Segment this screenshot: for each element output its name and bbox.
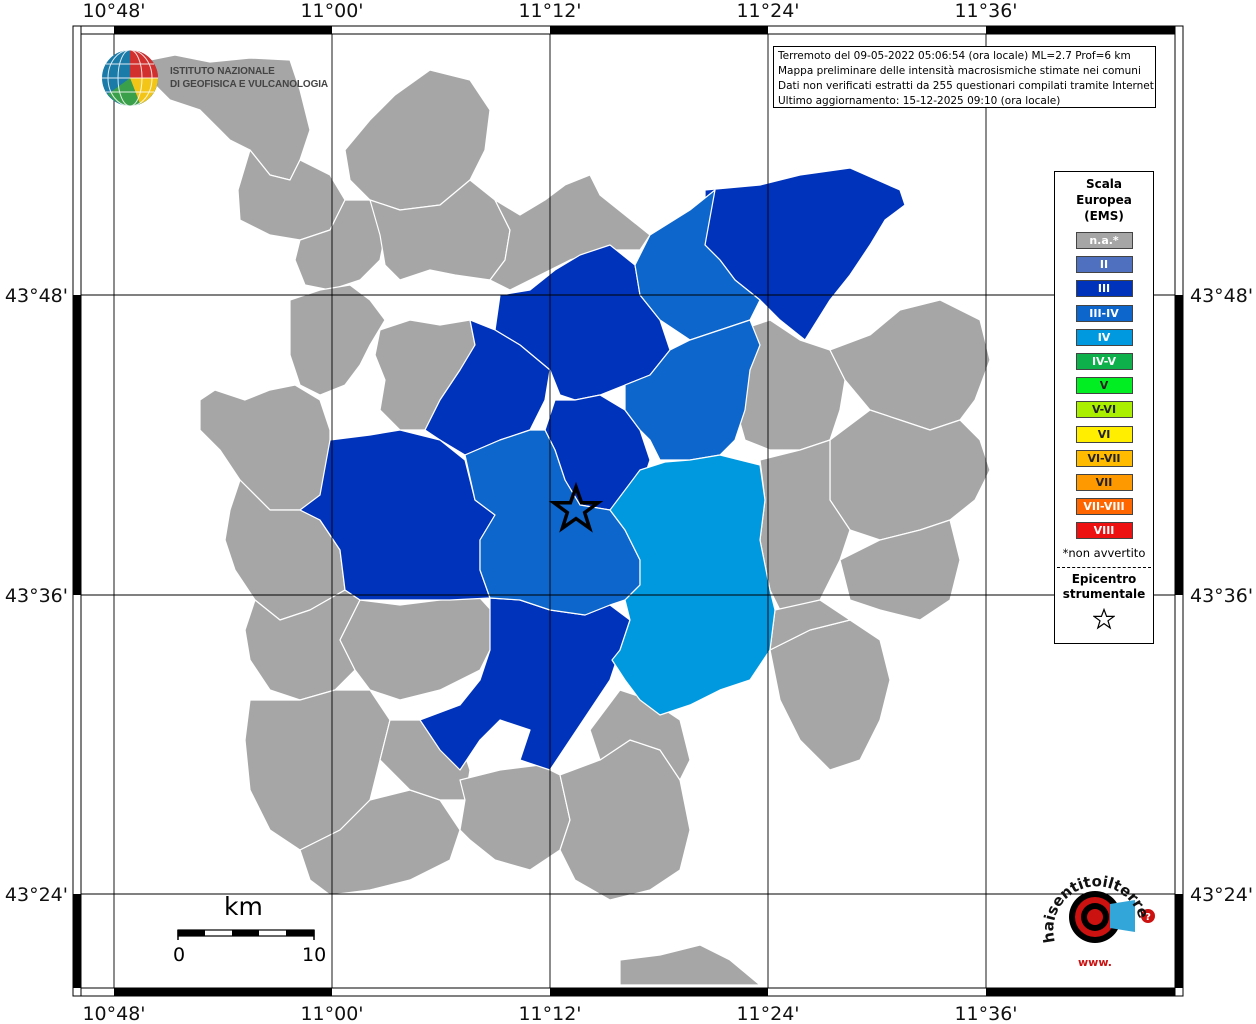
municipality bbox=[829, 409, 991, 541]
legend-item-iv-v: IV-V bbox=[1075, 352, 1133, 370]
lat-tick-left: 43°24' bbox=[5, 884, 68, 906]
scale-bar-graphic bbox=[177, 929, 315, 940]
legend-divider bbox=[1057, 567, 1151, 569]
scale-bar-end: 10 bbox=[302, 944, 327, 966]
legend-item-vi-vii: VI-VII bbox=[1075, 449, 1133, 467]
municipalities-intensity-IV bbox=[609, 454, 776, 716]
lat-tick-right: 43°36' bbox=[1190, 585, 1253, 607]
event-info-line: Ultimo aggiornamento: 15-12-2025 09:10 (… bbox=[778, 95, 1061, 107]
legend-item-v-vi: V-VI bbox=[1075, 401, 1133, 419]
municipality bbox=[619, 944, 761, 986]
municipality bbox=[289, 284, 386, 396]
lat-tick-left: 43°48' bbox=[5, 285, 68, 307]
legend-item-iii-iv: III-IV bbox=[1075, 304, 1133, 322]
lon-tick-top: 11°24' bbox=[736, 0, 799, 22]
legend-title-line: (EMS) bbox=[1084, 209, 1124, 223]
svg-text:?: ? bbox=[1145, 912, 1151, 923]
lon-tick-top: 11°00' bbox=[300, 0, 363, 22]
event-info-box: Terremoto del 09-05-2022 05:06:54 (ora l… bbox=[773, 46, 1156, 108]
badge-prefix: www. bbox=[1078, 956, 1112, 969]
municipality bbox=[459, 764, 571, 871]
question-icon bbox=[1141, 909, 1155, 923]
ingv-logo: ISTITUTO NAZIONALE DI GEOFISICA E VULCAN… bbox=[100, 48, 330, 110]
legend-title: Scala Europea (EMS) bbox=[1055, 176, 1153, 224]
lon-tick-bottom: 11°00' bbox=[300, 1003, 363, 1024]
legend-item-vi: VI bbox=[1075, 425, 1133, 443]
municipality bbox=[634, 189, 761, 341]
legend-item-viii: VIII bbox=[1075, 522, 1133, 540]
municipality bbox=[299, 789, 461, 896]
lat-tick-right: 43°48' bbox=[1190, 285, 1253, 307]
scale-bar-unit: km bbox=[224, 892, 263, 921]
intensity-legend: Scala Europea (EMS) n.a.* II III III-IV IV IV… bbox=[1054, 171, 1154, 644]
legend-item-v: V bbox=[1075, 377, 1133, 395]
legend-item-vii: VII bbox=[1075, 473, 1133, 491]
lon-tick-bottom: 10°48' bbox=[82, 1003, 145, 1024]
tick-labels: 10°48' 11°00' 11°12' 11°24' 11°36' 10°48… bbox=[5, 0, 1253, 1024]
legend-epicenter-line: Epicentro bbox=[1071, 572, 1137, 587]
lon-tick-bottom: 11°24' bbox=[736, 1003, 799, 1024]
epicenter-star-icon bbox=[548, 481, 604, 533]
megaphone-icon bbox=[1110, 900, 1135, 932]
logo-line-1: ISTITUTO NAZIONALE bbox=[170, 66, 275, 77]
graticule-lines bbox=[73, 26, 1183, 996]
globe-icon bbox=[102, 49, 158, 107]
lon-tick-top: 11°36' bbox=[954, 0, 1017, 22]
legend-items: n.a.* II III III-IV IV IV-V V V-VI VI VI-VII VII VI… bbox=[1055, 232, 1153, 540]
event-info-line: Terremoto del 09-05-2022 05:06:54 (ora l… bbox=[778, 50, 1131, 62]
legend-title-line: Europea bbox=[1076, 193, 1132, 207]
scale-bar: km 0 10 bbox=[172, 892, 332, 972]
lon-tick-top: 11°12' bbox=[518, 0, 581, 22]
logo-line-2: DI GEOFISICA E VULCANOLOGIA bbox=[170, 79, 329, 90]
event-info-line: Mappa preliminare delle intensità macros… bbox=[778, 65, 1141, 77]
scale-bar-start: 0 bbox=[173, 944, 186, 966]
legend-epicenter-line: strumentale bbox=[1062, 587, 1146, 602]
municipality bbox=[489, 174, 651, 291]
lon-tick-top: 10°48' bbox=[82, 0, 145, 22]
legend-item-vii-viii: VII-VIII bbox=[1075, 498, 1133, 516]
lon-tick-bottom: 11°12' bbox=[518, 1003, 581, 1024]
legend-title-line: Scala bbox=[1085, 177, 1123, 191]
legend-item-iv: IV bbox=[1075, 328, 1133, 346]
event-info-line: Dati non verificati estratti da 255 ques… bbox=[778, 80, 1156, 92]
lon-tick-bottom: 11°36' bbox=[954, 1003, 1017, 1024]
municipalities-intensity-III-IV bbox=[464, 189, 761, 616]
legend-item-n-a: n.a.* bbox=[1075, 232, 1133, 249]
legend-star-icon bbox=[1055, 608, 1153, 634]
lat-tick-left: 43°36' bbox=[5, 585, 68, 607]
haisentito-badge[interactable]: ? haisentitoilterremoto.it www. bbox=[1027, 848, 1155, 972]
municipality bbox=[609, 454, 776, 716]
legend-item-iii: III bbox=[1075, 280, 1133, 298]
legend-epicenter-label: Epicentro strumentale bbox=[1055, 572, 1153, 602]
legend-note: *non avvertito bbox=[1062, 546, 1146, 561]
legend-item-ii: II bbox=[1075, 256, 1133, 274]
map-border bbox=[72, 25, 1184, 997]
municipality bbox=[294, 199, 386, 291]
lat-tick-right: 43°24' bbox=[1190, 884, 1253, 906]
